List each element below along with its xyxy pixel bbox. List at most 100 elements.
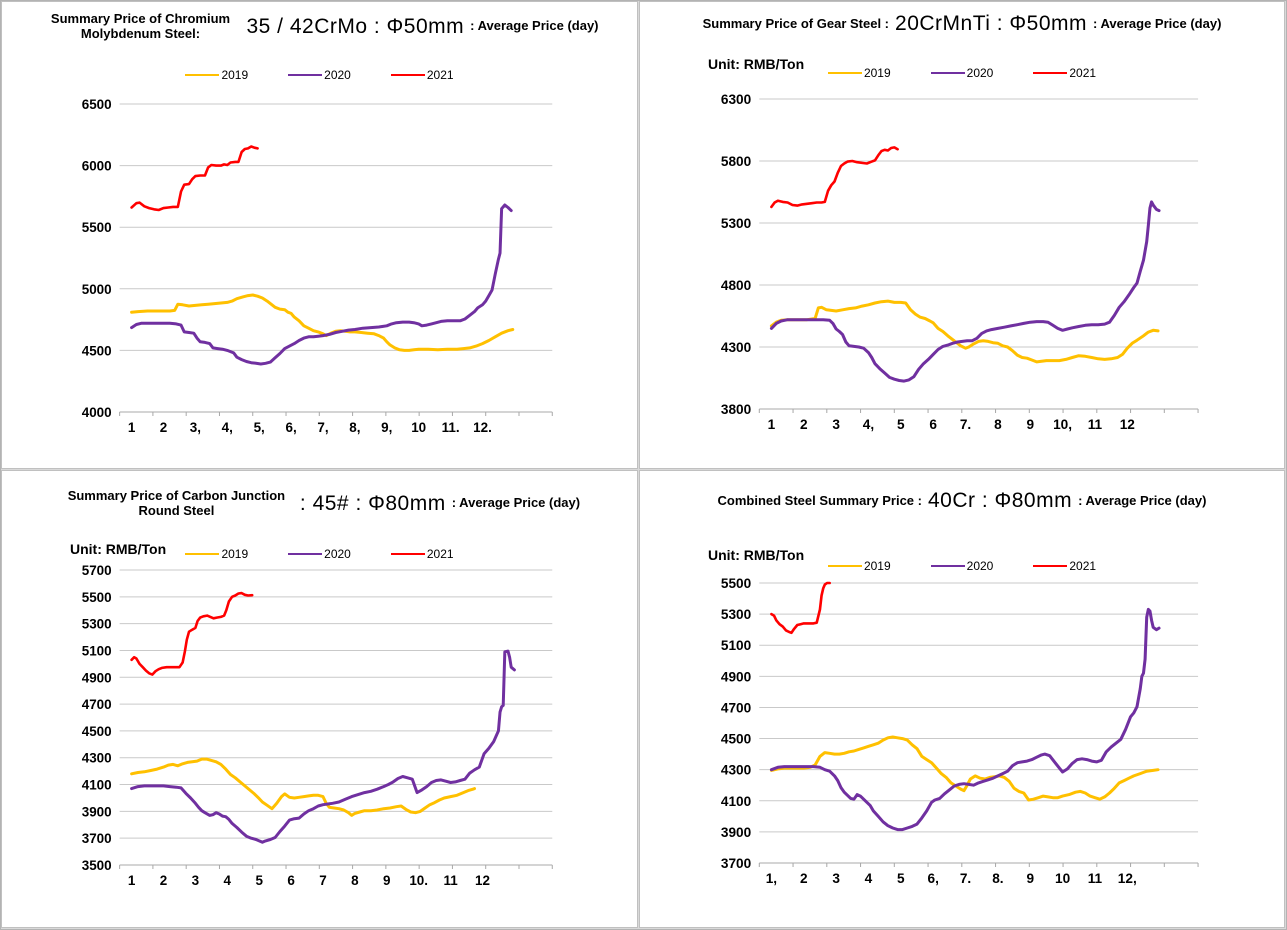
chart-legend: 2019 2020 2021 bbox=[640, 66, 1284, 80]
y-tick-label: 3700 bbox=[82, 831, 112, 846]
x-tick-label: 10 bbox=[1055, 871, 1070, 886]
series-line-2019 bbox=[769, 299, 1160, 364]
x-tick-label: 5, bbox=[254, 420, 265, 435]
series-line-2019 bbox=[769, 735, 1160, 802]
legend-swatch-2019 bbox=[185, 553, 220, 555]
y-tick-label: 5300 bbox=[721, 216, 751, 231]
x-tick-label: 9 bbox=[383, 873, 390, 888]
x-tick-label: 7 bbox=[319, 873, 326, 888]
legend-swatch-2021 bbox=[1033, 565, 1068, 567]
y-tick-label: 4100 bbox=[721, 794, 751, 809]
x-tick-label: 7, bbox=[317, 420, 328, 435]
legend-swatch-2019 bbox=[827, 72, 862, 74]
x-tick-label: 5 bbox=[897, 871, 905, 886]
y-tick-label: 5300 bbox=[721, 607, 751, 622]
series-line-2021 bbox=[130, 591, 254, 676]
legend-label: 2021 bbox=[1069, 66, 1097, 80]
x-tick-label: 8, bbox=[349, 420, 360, 435]
x-tick-label: 3, bbox=[190, 420, 201, 435]
chart-panel-carbon-junction-round-steel: Summary Price of Carbon Junction Round S… bbox=[1, 470, 638, 928]
y-tick-label: 4900 bbox=[721, 669, 751, 684]
series-line-2020 bbox=[769, 607, 1161, 832]
series-line-2021 bbox=[130, 145, 259, 212]
chart-legend: 2019 2020 2021 bbox=[2, 68, 637, 82]
chart-title: Summary Price of Carbon Junction Round S… bbox=[2, 488, 637, 519]
series-line-2021 bbox=[770, 146, 899, 209]
legend-item-2021: 2021 bbox=[390, 547, 454, 561]
y-tick-label: 3700 bbox=[721, 856, 751, 871]
x-tick-label: 8 bbox=[351, 873, 359, 888]
chart-title-main: : 45# : Φ80mm bbox=[299, 491, 446, 515]
y-tick-label: 5700 bbox=[82, 563, 112, 578]
legend-swatch-2021 bbox=[390, 74, 425, 76]
chart-plot: 5700 5500 5300 5100 4900 4700 4500 4300 4100 3900… bbox=[82, 563, 553, 888]
x-tick-label: 8. bbox=[992, 871, 1003, 886]
y-tick-label: 3900 bbox=[82, 804, 112, 819]
x-tick-label: 6 bbox=[287, 873, 294, 888]
chart-title: Summary Price of Gear Steel : 20CrMnTi :… bbox=[640, 12, 1284, 36]
x-tick-label: 2 bbox=[800, 417, 808, 432]
legend-label: 2019 bbox=[863, 559, 891, 573]
chart-panel-combined-steel: Combined Steel Summary Price : 40Cr : Φ8… bbox=[639, 470, 1285, 928]
y-tick-label: 3800 bbox=[721, 402, 751, 417]
y-tick-label: 5100 bbox=[82, 643, 112, 658]
y-tick-label: 4300 bbox=[82, 751, 112, 766]
legend-item-2019: 2019 bbox=[185, 68, 248, 82]
legend-swatch-2020 bbox=[288, 553, 323, 555]
chart-title-prefix: Summary Price of Gear Steel : bbox=[702, 15, 890, 31]
x-tick-label: 4, bbox=[222, 420, 233, 435]
y-tick-label: 4500 bbox=[82, 343, 112, 358]
legend-label: 2019 bbox=[863, 66, 891, 80]
legend-item-2020: 2020 bbox=[288, 68, 351, 82]
chart-title-main: 40Cr : Φ80mm bbox=[927, 489, 1073, 512]
chart-plot: 5500 5300 5100 4900 4700 4500 4300 4100 3900 3700… bbox=[721, 576, 1199, 886]
x-tick-label: 11 bbox=[1088, 871, 1103, 886]
x-tick-label: 9 bbox=[1026, 871, 1034, 886]
chart-legend: 2019 2020 2021 bbox=[640, 559, 1284, 573]
y-tick-label: 4800 bbox=[721, 278, 751, 293]
chart-title-suffix: : Average Price (day) bbox=[1093, 15, 1222, 31]
x-tick-label: 6, bbox=[285, 420, 296, 435]
legend-item-2021: 2021 bbox=[390, 68, 454, 82]
x-tick-label: 2 bbox=[160, 873, 167, 888]
legend-item-2019: 2019 bbox=[185, 547, 248, 561]
legend-swatch-2019 bbox=[185, 74, 220, 76]
y-tick-label: 6500 bbox=[82, 97, 112, 112]
legend-item-2019: 2019 bbox=[827, 559, 891, 573]
chart-title-main: 20CrMnTi : Φ50mm bbox=[895, 12, 1088, 35]
y-tick-label: 5500 bbox=[82, 220, 112, 235]
legend-label: 2020 bbox=[966, 559, 994, 573]
legend-item-2020: 2020 bbox=[930, 559, 994, 573]
x-tick-label: 12. bbox=[473, 420, 492, 435]
legend-label: 2019 bbox=[221, 547, 249, 561]
x-tick-label: 1 bbox=[768, 417, 776, 432]
y-tick-label: 4700 bbox=[721, 701, 751, 716]
chart-title-main: 35 / 42CrMo : Φ50mm bbox=[246, 14, 465, 38]
series-line-2021 bbox=[770, 581, 831, 635]
x-tick-label: 1 bbox=[128, 873, 136, 888]
series-line-2020 bbox=[769, 200, 1161, 383]
legend-label: 2020 bbox=[324, 68, 351, 82]
chart-title: Summary Price of Chromium Molybdenum Ste… bbox=[2, 11, 637, 42]
chart-title: Combined Steel Summary Price : 40Cr : Φ8… bbox=[640, 489, 1284, 513]
x-tick-label: 9 bbox=[1026, 417, 1034, 432]
legend-item-2021: 2021 bbox=[1033, 66, 1096, 80]
x-tick-label: 4 bbox=[224, 873, 232, 888]
legend-label: 2020 bbox=[324, 547, 351, 561]
x-tick-label: 9, bbox=[381, 420, 392, 435]
legend-item-2021: 2021 bbox=[1033, 559, 1096, 573]
x-tick-label: 5 bbox=[897, 417, 905, 432]
x-tick-label: 4, bbox=[863, 417, 874, 432]
y-tick-label: 5100 bbox=[721, 638, 751, 653]
unit-label: Unit: RMB/Ton bbox=[708, 56, 805, 72]
y-tick-label: 4500 bbox=[82, 724, 112, 739]
x-tick-label: 3 bbox=[192, 873, 199, 888]
x-tick-label: 1 bbox=[128, 420, 136, 435]
legend-item-2020: 2020 bbox=[288, 547, 351, 561]
y-tick-label: 5500 bbox=[721, 576, 751, 591]
y-tick-label: 4000 bbox=[82, 405, 112, 420]
x-tick-label: 10 bbox=[411, 420, 426, 435]
x-tick-label: 3 bbox=[832, 417, 840, 432]
y-tick-label: 4300 bbox=[721, 340, 751, 355]
